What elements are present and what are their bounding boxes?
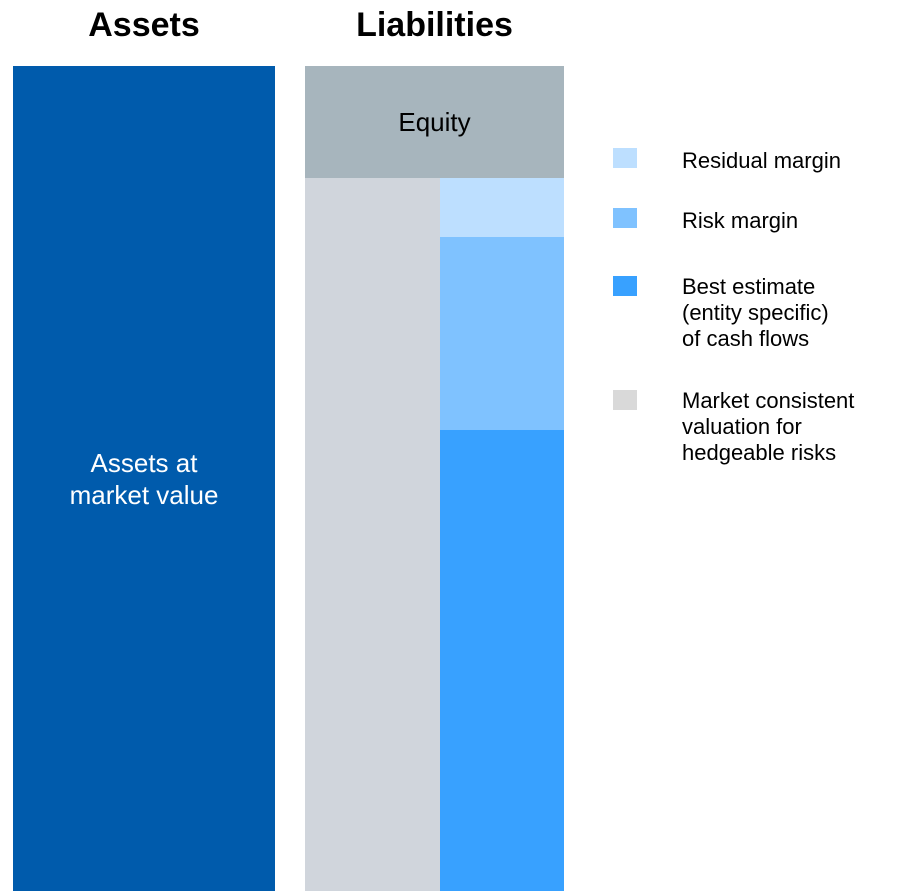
assets-label: market value [69,479,219,510]
legend-line: Best estimate [682,274,816,299]
legend-text: Market consistent valuation for hedgeabl… [682,388,854,466]
legend-line: Market consistent [682,388,855,413]
assets-block: Assets at market value [13,66,275,891]
equity-label: Equity [398,107,471,137]
assets-label: Assets at [90,447,198,478]
legend-text: Risk margin [682,208,798,234]
legend-line: hedgeable risks [682,440,837,465]
best-estimate-block [440,430,564,891]
legend-swatch [613,390,637,410]
legend-swatch [613,276,637,296]
residual-margin-block [440,178,564,237]
legend-text: Residual margin [682,148,841,174]
legend-swatch [613,148,637,168]
hedgeable-block [305,178,440,891]
equity-block: Equity [305,66,564,178]
legend-line: valuation for [682,414,802,439]
legend-line: Risk margin [682,208,799,233]
legend-text: Best estimate (entity specific) of cash … [682,274,829,352]
assets-title: Assets [88,6,200,44]
legend-swatch [613,208,637,228]
legend-line: of cash flows [682,326,810,351]
legend-line: (entity specific) [682,300,829,325]
legend-line: Residual margin [682,148,841,173]
risk-margin-block [440,237,564,430]
liabilities-title: Liabilities [356,6,513,44]
